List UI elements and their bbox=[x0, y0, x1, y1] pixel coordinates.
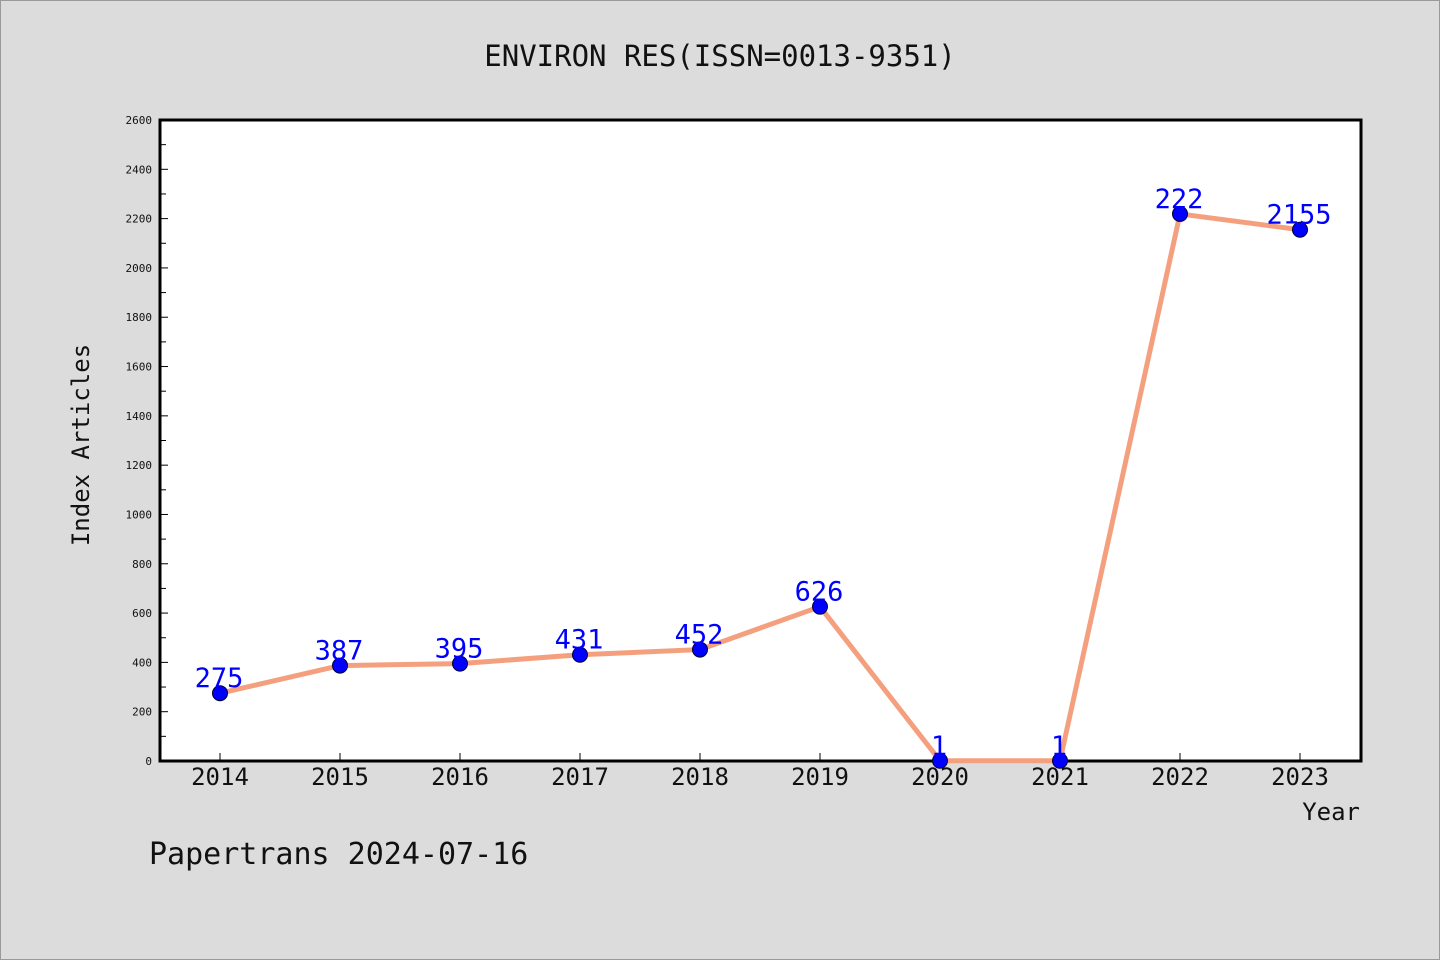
y-tick-label: 2600 bbox=[126, 114, 153, 127]
y-tick-label: 1600 bbox=[126, 361, 153, 374]
y-tick-label: 2000 bbox=[126, 262, 153, 275]
x-tick-label: 2014 bbox=[191, 763, 249, 791]
x-tick-label: 2023 bbox=[1271, 763, 1329, 791]
data-label: 431 bbox=[555, 625, 604, 656]
y-tick-label: 0 bbox=[145, 755, 152, 768]
data-point bbox=[932, 752, 948, 769]
x-tick-label: 2022 bbox=[1151, 763, 1209, 791]
data-point bbox=[1172, 205, 1188, 222]
y-tick-label: 1800 bbox=[126, 311, 153, 324]
data-point bbox=[332, 657, 348, 674]
y-tick-label: 600 bbox=[132, 607, 152, 620]
data-label: 275 bbox=[195, 663, 244, 694]
series-line bbox=[219, 211, 1301, 764]
data-labels: 275 387 395 431 452 626 1 1 222 2155 bbox=[195, 184, 1332, 762]
x-tick-label: 2018 bbox=[671, 763, 729, 791]
data-label: 2155 bbox=[1266, 200, 1331, 231]
y-axis-label: Index Articles bbox=[67, 344, 95, 546]
data-label: 1 bbox=[931, 731, 947, 762]
y-tick-label: 1000 bbox=[126, 508, 153, 521]
chart-title: ENVIRON RES(ISSN=0013-9351) bbox=[484, 39, 955, 73]
plot-area bbox=[158, 118, 1363, 763]
data-point bbox=[1052, 752, 1068, 769]
x-tick-label: 2015 bbox=[311, 763, 369, 791]
data-label: 626 bbox=[795, 577, 844, 608]
data-point bbox=[452, 655, 468, 672]
y-tick-label: 400 bbox=[132, 656, 152, 669]
data-point bbox=[812, 598, 828, 615]
data-label: 452 bbox=[675, 620, 724, 651]
data-point bbox=[212, 685, 228, 702]
data-label: 387 bbox=[315, 636, 364, 667]
y-tick-label: 800 bbox=[132, 558, 152, 571]
x-axis-label: Year bbox=[1302, 798, 1360, 826]
series-markers bbox=[212, 205, 1308, 769]
x-tick-label: 2019 bbox=[791, 763, 849, 791]
y-tick-label: 200 bbox=[132, 706, 152, 719]
data-point bbox=[692, 641, 708, 658]
x-tick-label: 2016 bbox=[431, 763, 489, 791]
y-tick-label: 2200 bbox=[126, 213, 153, 226]
data-label: 1 bbox=[1051, 731, 1067, 762]
y-tick-label: 1200 bbox=[126, 459, 153, 472]
y-tick-label: 1400 bbox=[126, 410, 153, 423]
y-tick-label: 2400 bbox=[126, 163, 153, 176]
y-axis-ticks: 0 200 400 600 800 1000 1200 1400 1600 1800 2000 220… bbox=[126, 114, 168, 768]
x-tick-label: 2017 bbox=[551, 763, 609, 791]
data-label: 222 bbox=[1155, 184, 1204, 215]
data-point bbox=[1292, 221, 1308, 238]
data-label: 395 bbox=[435, 634, 484, 665]
data-point bbox=[572, 646, 588, 663]
series-polyline bbox=[219, 211, 1301, 764]
footer-credit: Papertrans 2024-07-16 bbox=[149, 837, 528, 872]
x-axis-ticks: 2014 2015 2016 2017 2018 2019 2020 2021 2022 2023 bbox=[191, 753, 1329, 791]
